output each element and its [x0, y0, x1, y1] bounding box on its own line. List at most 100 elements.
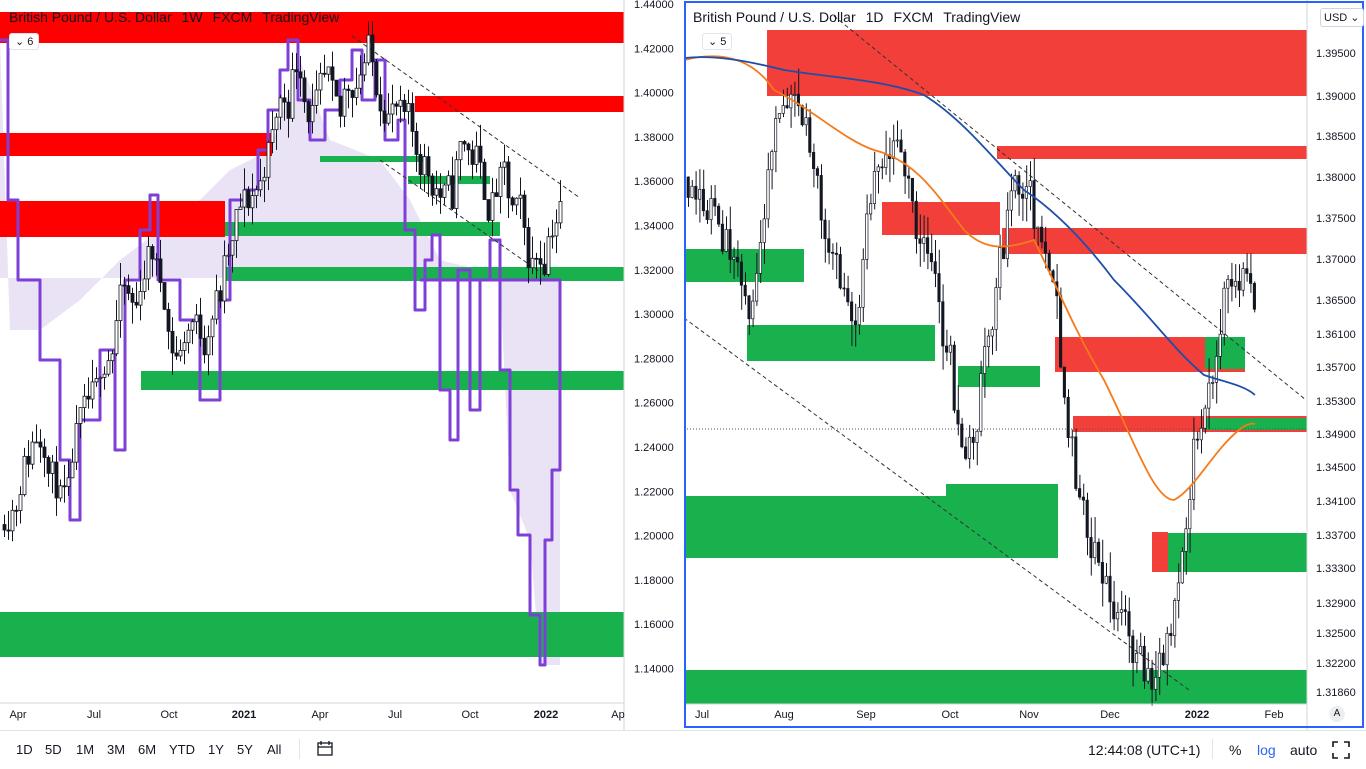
timeframe-label: 1W	[181, 9, 203, 25]
candle-body	[510, 197, 515, 206]
price-tick-label: 1.42000	[634, 43, 674, 55]
percent-scale-toggle[interactable]: %	[1229, 742, 1242, 758]
candle-body	[402, 99, 407, 112]
candle-body	[242, 189, 247, 208]
candle-body	[86, 395, 91, 400]
candle-body	[306, 101, 311, 123]
source-label: TradingView	[943, 9, 1021, 25]
candle-body	[406, 103, 411, 112]
daily-chart-title: British Pound / U.S. Dollar 1D FXCM Trading…	[693, 9, 1030, 25]
indicator-count-badge[interactable]: ⌄ 6	[9, 33, 40, 50]
candle-body	[1131, 635, 1135, 663]
candle-body	[358, 74, 363, 89]
trendline-dashed	[351, 35, 581, 199]
broker-label: FXCM	[212, 9, 253, 25]
candle-body	[14, 509, 19, 512]
candle-body	[474, 145, 479, 165]
candle-body	[770, 151, 774, 171]
candle-body	[42, 446, 47, 458]
candle-body	[230, 240, 235, 256]
candle-body	[796, 93, 800, 107]
candle-body	[558, 201, 563, 224]
candle-body	[743, 284, 747, 297]
candle-body	[998, 247, 1002, 288]
time-tick-label: 2021	[232, 709, 256, 721]
candle-body	[282, 97, 287, 103]
candle-body	[1081, 496, 1085, 501]
candle-body	[694, 185, 698, 200]
candle-body	[861, 259, 865, 308]
candle-body	[808, 117, 812, 153]
time-tick-label: Jul	[695, 709, 709, 721]
weekly-chart-pane[interactable]: 1.44000 1.42000 1.40000 1.38000 1.36000 1.340…	[0, 0, 684, 730]
candle-body	[430, 175, 435, 196]
candle-body	[1089, 537, 1093, 559]
range-1m-button[interactable]: 1M	[76, 742, 95, 757]
range-ytd-button[interactable]: YTD	[169, 742, 195, 757]
fast-moving-average	[684, 55, 1256, 501]
candle-body	[1104, 575, 1108, 584]
range-all-button[interactable]: All	[267, 742, 282, 757]
daily-chart-canvas[interactable]: 1.39500 1.39000 1.38500 1.38000 1.37500 1.370…	[684, 0, 1366, 730]
candle-body	[138, 291, 143, 306]
candle-body	[370, 34, 375, 63]
candle-body	[1040, 226, 1044, 243]
price-tick-label: 1.20000	[634, 531, 674, 543]
candle-body	[22, 455, 27, 496]
candle-body	[522, 194, 527, 228]
symbol-name: British Pound / U.S. Dollar	[693, 9, 856, 25]
candle-body	[1237, 280, 1241, 291]
price-tick-label: 1.28000	[634, 353, 674, 365]
weekly-chart-canvas[interactable]: 1.44000 1.42000 1.40000 1.38000 1.36000 1.340…	[0, 0, 684, 730]
candle-body	[686, 176, 690, 198]
candle-body	[758, 242, 762, 274]
indicator-count-badge[interactable]: ⌄ 5	[702, 33, 733, 50]
fullscreen-icon[interactable]	[1332, 741, 1350, 759]
candle-body	[126, 285, 131, 294]
candle-body	[186, 329, 191, 344]
currency-selector[interactable]: USD ⌄	[1320, 8, 1364, 27]
supply-zone	[0, 201, 225, 237]
candle-body	[838, 254, 842, 289]
candle-body	[422, 156, 427, 176]
candle-body	[1108, 575, 1112, 603]
candle-body	[362, 62, 367, 76]
candle-body	[70, 461, 75, 479]
range-1d-button[interactable]: 1D	[16, 742, 33, 757]
candle-body	[310, 104, 315, 123]
candle-body	[983, 346, 987, 374]
auto-scale-toggle[interactable]: auto	[1290, 742, 1318, 758]
candle-body	[1203, 407, 1207, 429]
time-tick-label: Dec	[1100, 709, 1120, 721]
date-range-icon[interactable]	[317, 741, 335, 757]
range-5d-button[interactable]: 5D	[45, 742, 62, 757]
time-tick-label: Apr	[9, 709, 26, 721]
range-3m-button[interactable]: 3M	[107, 742, 126, 757]
price-tick-label: 1.39500	[1316, 48, 1356, 60]
range-5y-button[interactable]: 5Y	[237, 742, 253, 757]
candle-body	[298, 71, 303, 79]
currency-label: USD	[1324, 12, 1348, 24]
demand-zone	[684, 249, 804, 282]
candle-body	[58, 485, 63, 499]
candle-body	[1078, 488, 1082, 498]
candle-body	[952, 344, 956, 411]
daily-chart-pane[interactable]: 1.39500 1.39000 1.38500 1.38000 1.37500 1.370…	[684, 0, 1366, 730]
candle-body	[374, 61, 379, 96]
supply-zone	[767, 30, 1307, 96]
auto-scale-button[interactable]: A	[1329, 706, 1345, 722]
price-tick-label: 1.40000	[634, 88, 674, 100]
price-tick-label: 1.26000	[634, 398, 674, 410]
clock-timezone[interactable]: 12:44:08 (UTC+1)	[1088, 742, 1201, 758]
log-scale-toggle[interactable]: log	[1257, 742, 1276, 758]
price-tick-label: 1.33300	[1316, 563, 1356, 575]
range-1y-button[interactable]: 1Y	[208, 742, 224, 757]
candle-body	[486, 199, 491, 221]
time-tick-label: Feb	[1265, 709, 1284, 721]
price-tick-label: 1.36000	[634, 176, 674, 188]
range-6m-button[interactable]: 6M	[138, 742, 157, 757]
demand-zone	[684, 496, 1058, 558]
candle-body	[1180, 551, 1184, 584]
price-tick-label: 1.24000	[634, 442, 674, 454]
price-tick-label: 1.36100	[1316, 329, 1356, 341]
